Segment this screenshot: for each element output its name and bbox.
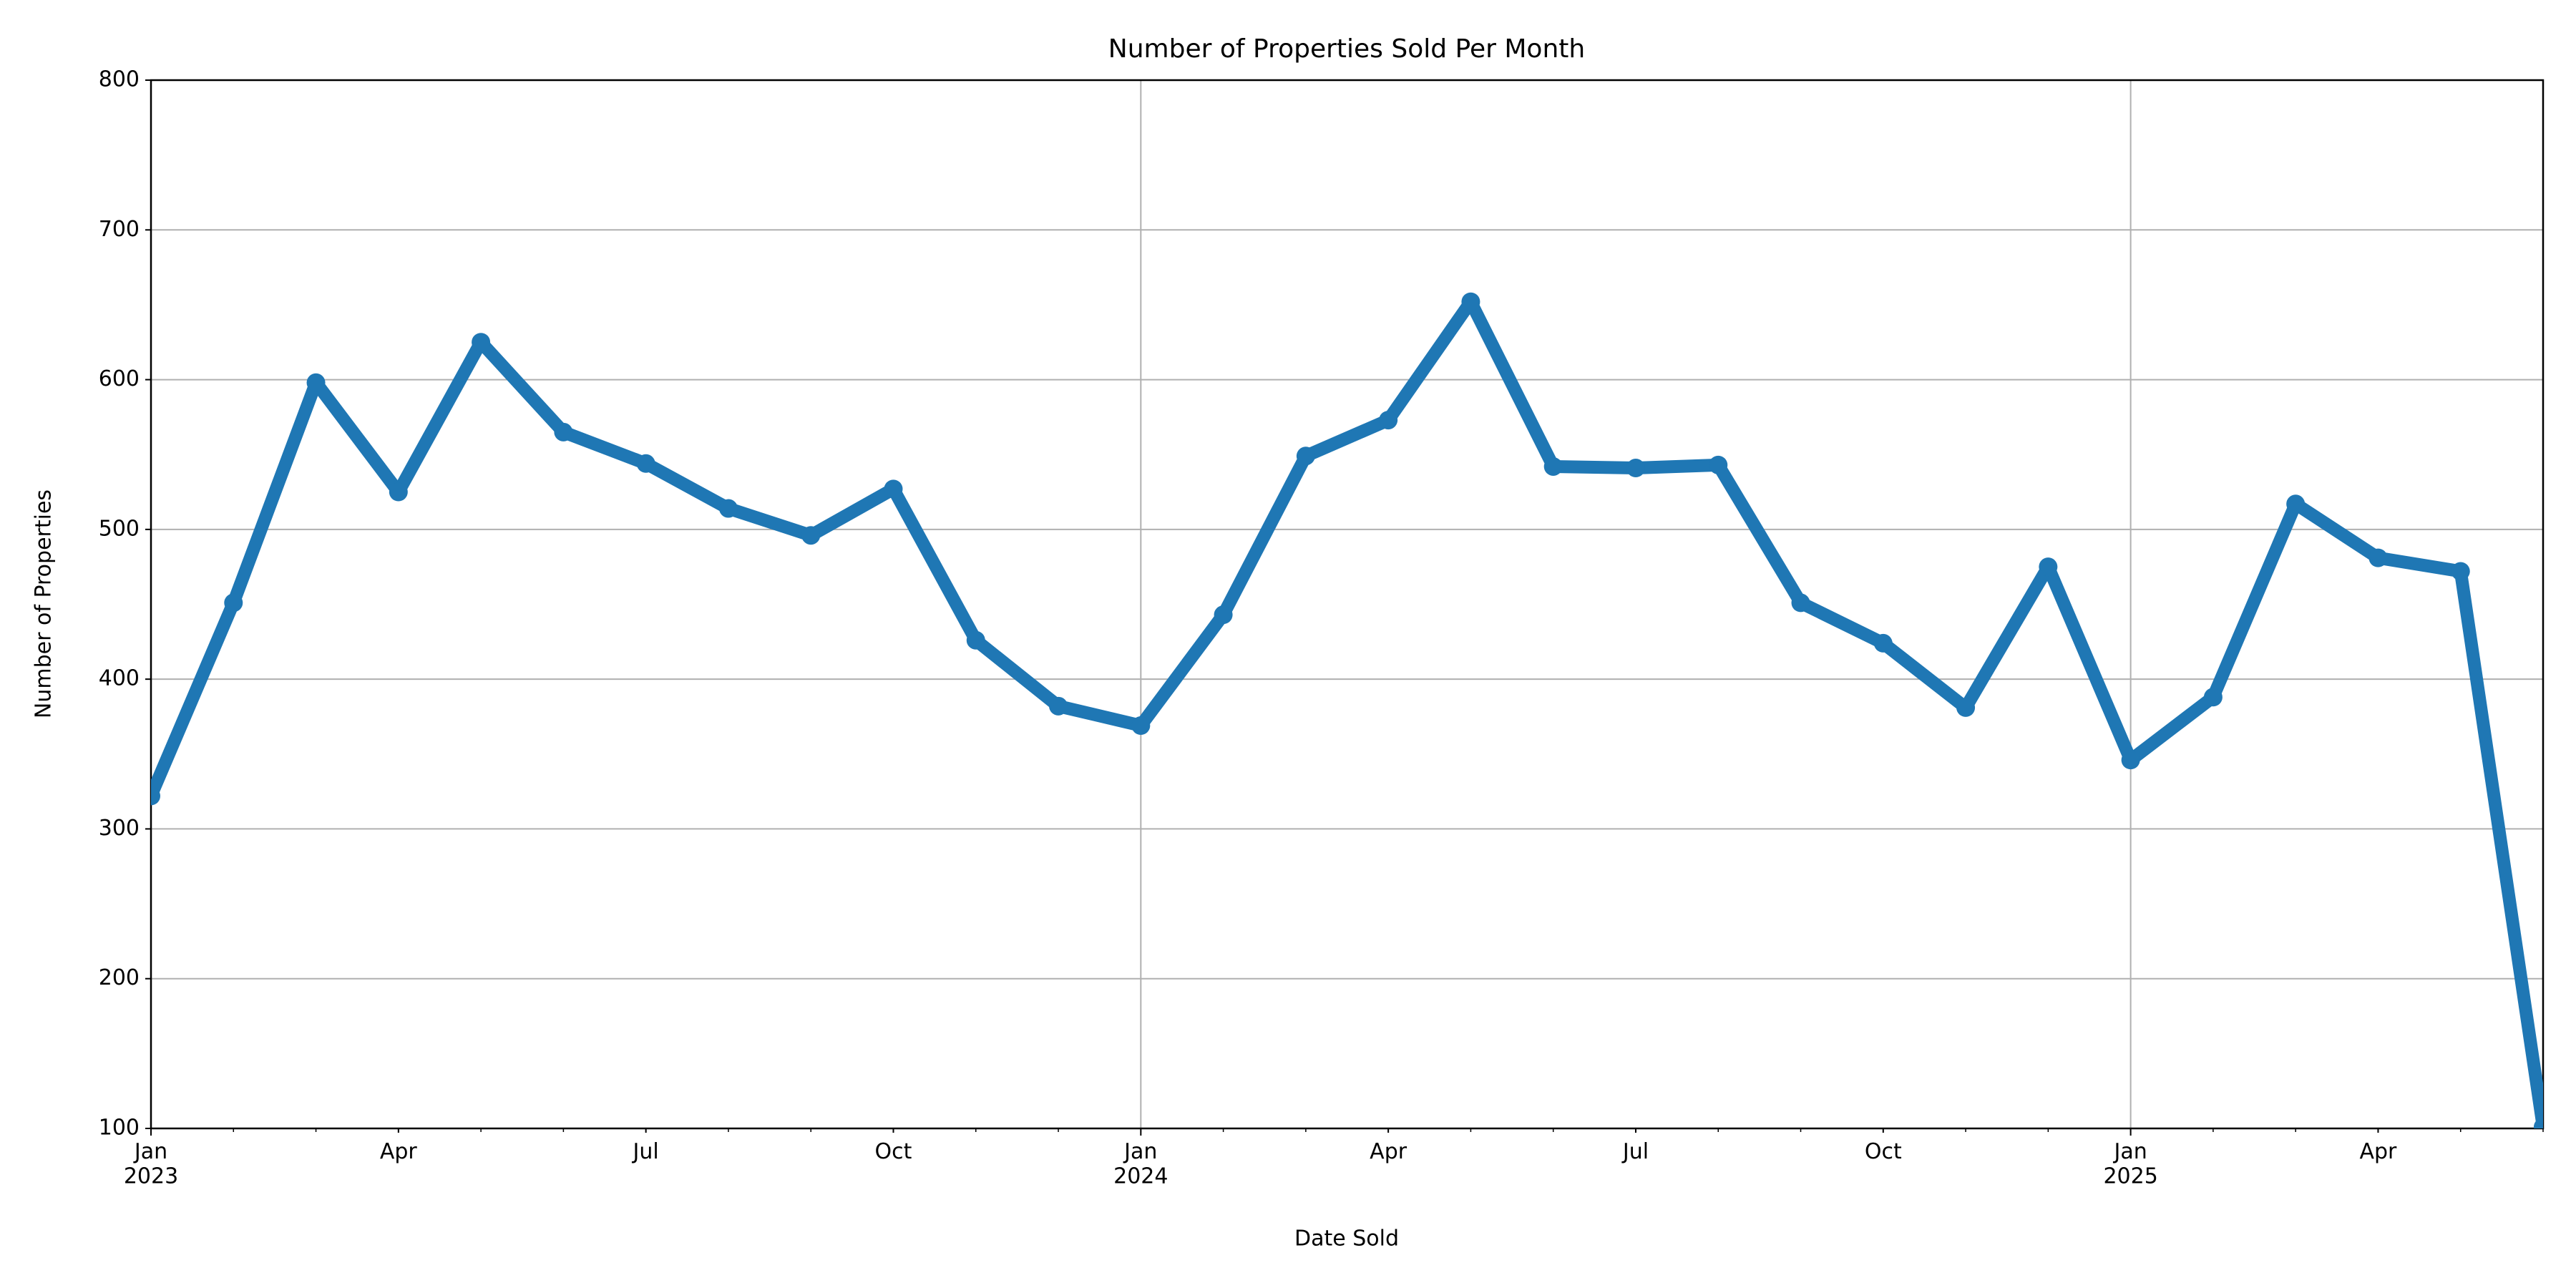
- data-point: [389, 482, 408, 502]
- x-tick-label: Apr: [1370, 1139, 1407, 1164]
- data-point: [1791, 593, 1810, 613]
- chart-title: Number of Properties Sold Per Month: [1108, 34, 1585, 64]
- data-point: [2534, 1117, 2543, 1128]
- data-point: [2286, 494, 2306, 514]
- data-point: [1956, 698, 1976, 717]
- data-point: [2121, 751, 2140, 770]
- data-point: [472, 333, 491, 352]
- y-tick-label: 500: [99, 516, 140, 541]
- data-line: [151, 295, 2543, 1128]
- y-tick-label: 100: [99, 1116, 140, 1141]
- data-point: [1709, 455, 1728, 474]
- data-point: [1873, 633, 1893, 653]
- data-point: [1296, 447, 1315, 466]
- y-tick-label: 700: [99, 217, 140, 242]
- y-tick-label: 300: [99, 816, 140, 841]
- x-axis-label: Date Sold: [1294, 1226, 1399, 1252]
- x-tick-label: Jul: [1621, 1139, 1649, 1164]
- data-point: [554, 422, 573, 441]
- x-tick-label: Jan 2023: [124, 1139, 178, 1189]
- data-point: [1131, 716, 1151, 736]
- data-point: [2368, 548, 2388, 567]
- data-point: [306, 373, 326, 392]
- series: [151, 292, 2543, 1128]
- x-tick-label: Oct: [875, 1139, 912, 1164]
- data-point: [801, 526, 821, 545]
- y-tick-label: 800: [99, 67, 140, 92]
- x-tick-label: Oct: [1865, 1139, 1902, 1164]
- data-point: [966, 630, 985, 650]
- data-point: [718, 499, 738, 518]
- y-axis-label: Number of Properties: [31, 489, 57, 718]
- x-tick-label: Jan 2025: [2103, 1139, 2157, 1189]
- data-point: [224, 593, 243, 613]
- data-point: [1461, 292, 1480, 311]
- y-tick-label: 600: [99, 366, 140, 391]
- data-point: [2039, 557, 2058, 577]
- x-tick-label: Apr: [380, 1139, 418, 1164]
- x-tick-label: Jan 2024: [1113, 1139, 1168, 1189]
- data-point: [636, 454, 655, 473]
- x-tick-label: Apr: [2359, 1139, 2397, 1164]
- y-tick-label: 400: [99, 666, 140, 691]
- data-point: [1214, 605, 1233, 625]
- data-point: [884, 479, 903, 499]
- y-tick-label: 200: [99, 965, 140, 990]
- data-point: [1379, 411, 1398, 430]
- data-point: [151, 786, 160, 806]
- data-point: [2203, 688, 2223, 707]
- x-tick-label: Jul: [632, 1139, 659, 1164]
- data-point: [1049, 696, 1068, 716]
- data-point: [2451, 562, 2470, 581]
- data-point: [1626, 459, 1645, 478]
- data-point: [1543, 457, 1563, 476]
- plot-frame: [150, 79, 2545, 1130]
